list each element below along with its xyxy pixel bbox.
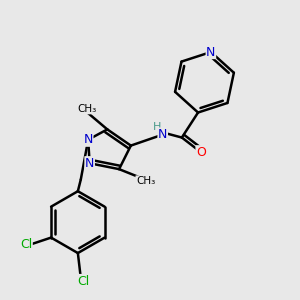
Text: H: H	[153, 122, 161, 132]
Text: Cl: Cl	[20, 238, 32, 251]
Text: N: N	[83, 133, 93, 146]
Text: Cl: Cl	[78, 274, 90, 287]
Text: CH₃: CH₃	[77, 104, 96, 114]
Text: N: N	[206, 46, 216, 59]
Text: O: O	[196, 146, 206, 159]
Text: CH₃: CH₃	[136, 176, 155, 186]
Text: N: N	[158, 128, 167, 141]
Text: N: N	[85, 157, 94, 170]
